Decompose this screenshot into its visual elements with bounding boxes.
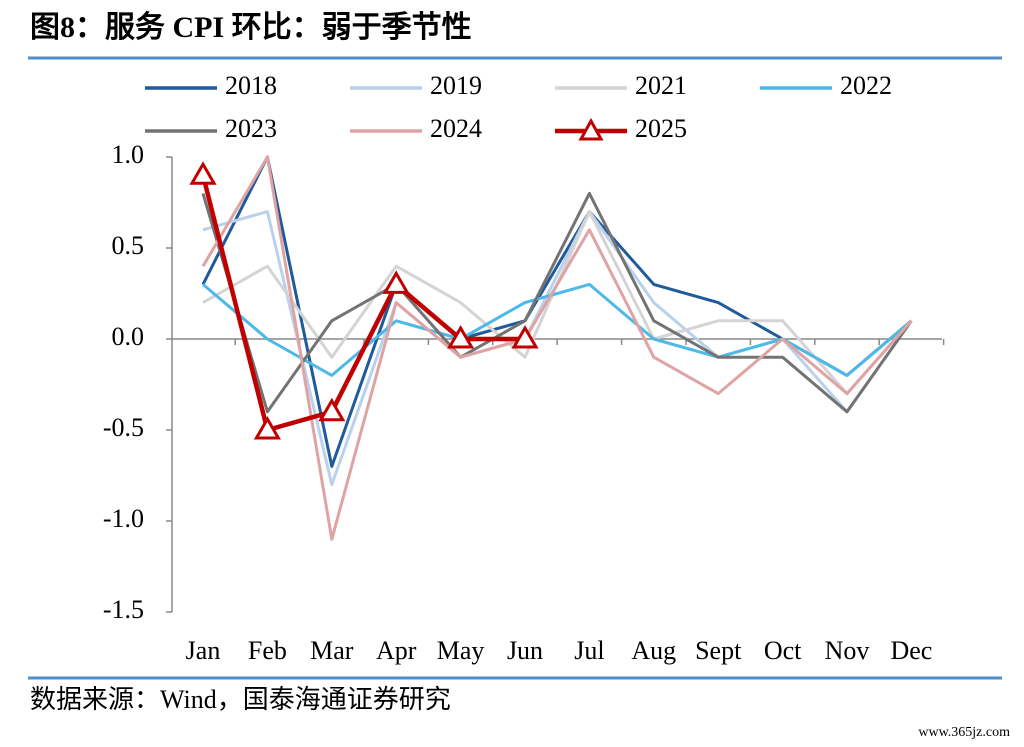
x-tick-label: Aug — [631, 636, 676, 665]
x-tick-label: Oct — [764, 636, 802, 665]
legend-label: 2025 — [635, 114, 687, 143]
legend-label: 2023 — [225, 114, 277, 143]
x-tick-label: Nov — [825, 636, 870, 665]
legend-marker — [578, 117, 604, 141]
x-tick-label: Sept — [695, 636, 742, 665]
legend-label: 2021 — [635, 71, 687, 100]
source: 数据来源：Wind，国泰海通证券研究 — [30, 685, 451, 714]
x-tick-label: Feb — [248, 636, 287, 665]
legend-label: 2018 — [225, 71, 277, 100]
y-tick-label: 1.0 — [112, 140, 145, 169]
legend-label: 2024 — [430, 114, 482, 143]
y-tick-label: 0.5 — [112, 231, 145, 260]
y-tick-label: -0.5 — [103, 413, 144, 442]
series-line — [201, 191, 913, 414]
point-marker — [253, 416, 282, 440]
series-line — [201, 155, 913, 541]
series-line — [202, 210, 913, 487]
y-tick-label: 0.0 — [112, 322, 145, 351]
x-tick-label: May — [437, 636, 485, 665]
point-marker — [382, 270, 410, 294]
x-tick-label: Jan — [186, 636, 221, 665]
x-tick-label: Dec — [890, 636, 932, 665]
y-tick-label: -1.5 — [103, 595, 144, 624]
series-line — [200, 174, 525, 433]
y-tick-label: -1.0 — [103, 504, 144, 533]
series-line — [202, 282, 913, 377]
x-tick-label: Mar — [310, 636, 354, 665]
legend-label: 2019 — [430, 71, 482, 100]
point-marker — [446, 325, 475, 349]
x-tick-label: Apr — [376, 636, 417, 665]
chart-title: 图8：服务 CPI 环比：弱于季节性 — [30, 11, 472, 44]
x-tick-label: Jul — [574, 636, 604, 665]
x-tick-label: Jun — [507, 636, 543, 665]
point-marker — [189, 161, 217, 185]
point-marker — [511, 325, 539, 349]
point-marker — [318, 397, 346, 422]
legend-label: 2022 — [840, 71, 892, 100]
watermark: www.365jz.com — [918, 725, 1010, 740]
